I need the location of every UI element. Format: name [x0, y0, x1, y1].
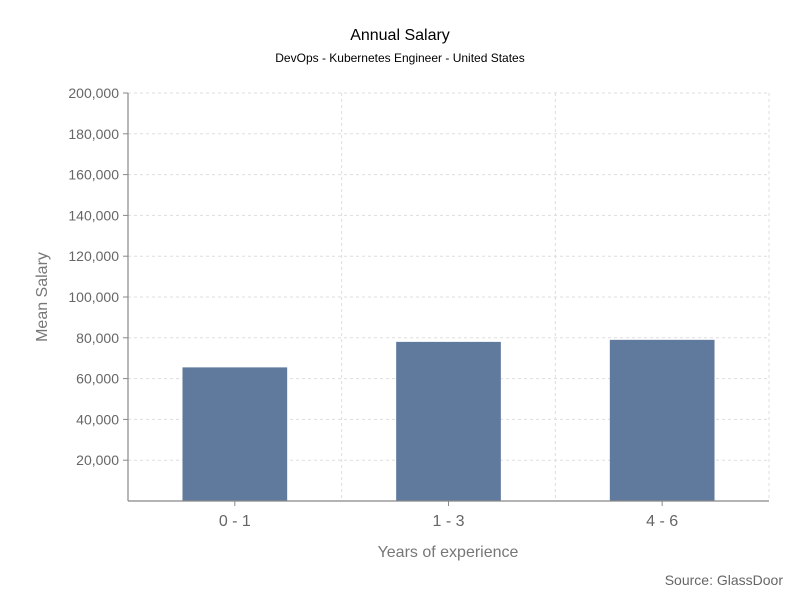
chart-subtitle: DevOps - Kubernetes Engineer - United St…	[275, 51, 524, 65]
y-tick-label-2: 60,000	[76, 371, 119, 387]
y-tick-labels: 20,000 40,000 60,000 80,000 100,000 120,000 14…	[68, 85, 119, 468]
x-tick-label-1: 1 - 3	[432, 513, 464, 530]
bar-2	[609, 339, 715, 501]
y-tick-label-4: 100,000	[68, 289, 119, 305]
bar-0	[182, 367, 288, 501]
x-tick-label-2: 4 - 6	[646, 513, 678, 530]
y-tick-label-1: 40,000	[76, 411, 119, 427]
y-tick-label-6: 140,000	[68, 207, 119, 223]
y-tick-label-7: 160,000	[68, 167, 119, 183]
x-axis-label: Years of experience	[378, 544, 519, 561]
y-axis-label: Mean Salary	[34, 252, 51, 342]
x-tick-label-0: 0 - 1	[219, 513, 251, 530]
source-credit: Source: GlassDoor	[665, 572, 784, 588]
y-tick-label-5: 120,000	[68, 248, 119, 264]
bar-1	[396, 341, 501, 501]
x-tick-labels: 0 - 1 1 - 3 4 - 6	[219, 513, 678, 530]
axes	[123, 92, 769, 506]
y-tick-label-0: 20,000	[76, 452, 119, 468]
bars	[182, 339, 715, 501]
chart-title: Annual Salary	[350, 27, 450, 44]
y-tick-label-8: 180,000	[68, 126, 119, 142]
y-tick-label-9: 200,000	[68, 85, 119, 101]
y-tick-label-3: 80,000	[76, 330, 119, 346]
